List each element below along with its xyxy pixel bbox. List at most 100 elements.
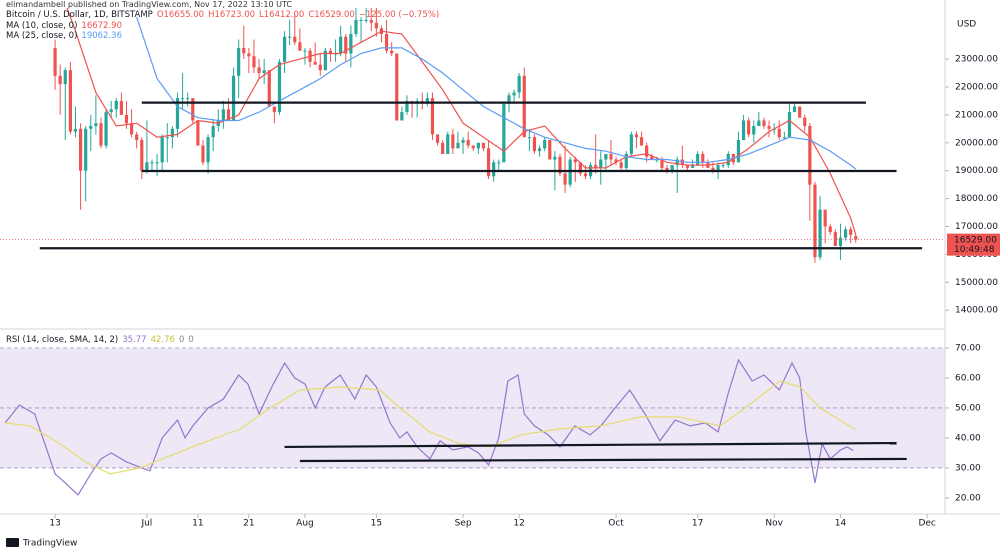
- last-price-label: 16529.00: [954, 236, 997, 246]
- candle-body: [288, 36, 292, 38]
- candle-body: [665, 167, 669, 171]
- series-line: [5, 380, 856, 475]
- candle-body: [762, 120, 766, 127]
- candle-body: [558, 156, 562, 174]
- candle-body: [262, 70, 266, 74]
- price-header: Bitcoin / U.S. Dollar, 1D, BITSTAMP O1665…: [6, 10, 443, 20]
- series-line: [4, 358, 854, 496]
- rsi-value: 0: [178, 335, 185, 345]
- y-tick-label: 50.00: [955, 403, 981, 413]
- ohlc-value: O16655.00: [156, 10, 205, 20]
- candle-body: [328, 50, 333, 54]
- candle-body: [507, 95, 511, 104]
- x-tick-label: 15: [371, 519, 382, 529]
- candle-body: [573, 159, 577, 163]
- ma10-legend: MA (10, close, 0) 16672.90: [6, 21, 126, 31]
- candle-body: [354, 19, 358, 34]
- rsi-pane: [0, 347, 945, 496]
- candle-body: [537, 148, 542, 152]
- candle-body: [685, 165, 690, 168]
- candle-body: [492, 162, 496, 177]
- candle-body: [568, 159, 572, 185]
- currency-label: USD: [957, 20, 976, 30]
- candle-body: [624, 153, 628, 168]
- candle-body: [497, 162, 501, 164]
- candle-body: [787, 112, 792, 138]
- y-tick-label: 17000.00: [955, 222, 998, 232]
- candle-body: [441, 142, 445, 154]
- y-tick-label: 22000.00: [955, 82, 998, 92]
- candle-body: [696, 153, 700, 166]
- candle-body: [629, 134, 633, 154]
- y-tick-label: 30.00: [955, 463, 981, 473]
- candle-body: [400, 112, 404, 121]
- candle-body: [318, 64, 322, 71]
- trend-line: [299, 457, 907, 463]
- candle-body: [843, 229, 848, 238]
- candle-body: [160, 137, 164, 163]
- candle-body: [272, 106, 276, 113]
- candle-body: [471, 145, 475, 149]
- candle-body: [553, 156, 557, 160]
- candle-body: [583, 173, 588, 177]
- candle-body: [395, 53, 399, 121]
- candle-body: [828, 226, 832, 233]
- candle-body: [349, 33, 353, 54]
- candle-body: [277, 61, 282, 113]
- candle-body: [221, 109, 225, 121]
- price-pane: [0, 8, 945, 263]
- y-tick-label: 23000.00: [955, 55, 998, 65]
- candle-body: [833, 232, 837, 247]
- y-tick-label: 18000.00: [955, 194, 998, 204]
- candle-body: [782, 137, 786, 139]
- candle-body: [119, 100, 123, 115]
- legend-value: 19062.36: [81, 31, 122, 41]
- rsi-value: 42.76: [150, 335, 175, 345]
- candle-body: [476, 142, 480, 149]
- candle-body: [532, 137, 537, 152]
- candle-body: [298, 42, 302, 51]
- candle-body: [140, 139, 144, 171]
- x-tick-label: Sep: [455, 519, 472, 529]
- candle-body: [68, 70, 72, 132]
- x-tick-label: 12: [513, 519, 524, 529]
- candle-body: [384, 33, 389, 51]
- candle-body: [543, 139, 547, 149]
- x-tick-label: Dec: [918, 519, 935, 529]
- candle-body: [752, 126, 756, 135]
- candle-body: [231, 75, 236, 121]
- y-tick-label: 20000.00: [955, 138, 998, 148]
- candle-body: [446, 134, 450, 154]
- candle-body: [104, 112, 108, 146]
- rsi-title: RSI (14, close, SMA, 14, 2): [6, 335, 119, 345]
- candle-body: [522, 75, 526, 138]
- candle-body: [527, 137, 531, 139]
- candle-body: [323, 50, 327, 71]
- candle-body: [838, 237, 843, 247]
- candle-body: [792, 106, 797, 113]
- candle-body: [186, 98, 190, 100]
- x-tick-label: 21: [243, 519, 254, 529]
- candle-body: [767, 126, 771, 129]
- y-tick-label: 21000.00: [955, 110, 998, 120]
- candle-body: [405, 100, 409, 113]
- candle-body: [614, 159, 618, 163]
- candle-body: [619, 162, 623, 168]
- x-tick-label: 13: [49, 519, 60, 529]
- axes: 14000.0015000.0016000.0017000.0018000.00…: [49, 55, 1000, 529]
- candle-body: [645, 145, 649, 157]
- candle-body: [191, 98, 195, 121]
- candle-body: [818, 209, 822, 258]
- candle-body: [339, 36, 343, 54]
- x-tick-label: Jul: [140, 519, 152, 529]
- trend-line: [284, 441, 897, 449]
- candle-body: [226, 109, 231, 121]
- candle-body: [303, 50, 307, 52]
- candle-body: [747, 120, 751, 135]
- ohlc-value: L16412.00: [259, 10, 305, 20]
- candle-body: [690, 165, 695, 168]
- change-value: −125.00 (−0.75%): [358, 10, 440, 20]
- x-tick-label: Oct: [608, 519, 624, 529]
- candle-body: [660, 159, 664, 168]
